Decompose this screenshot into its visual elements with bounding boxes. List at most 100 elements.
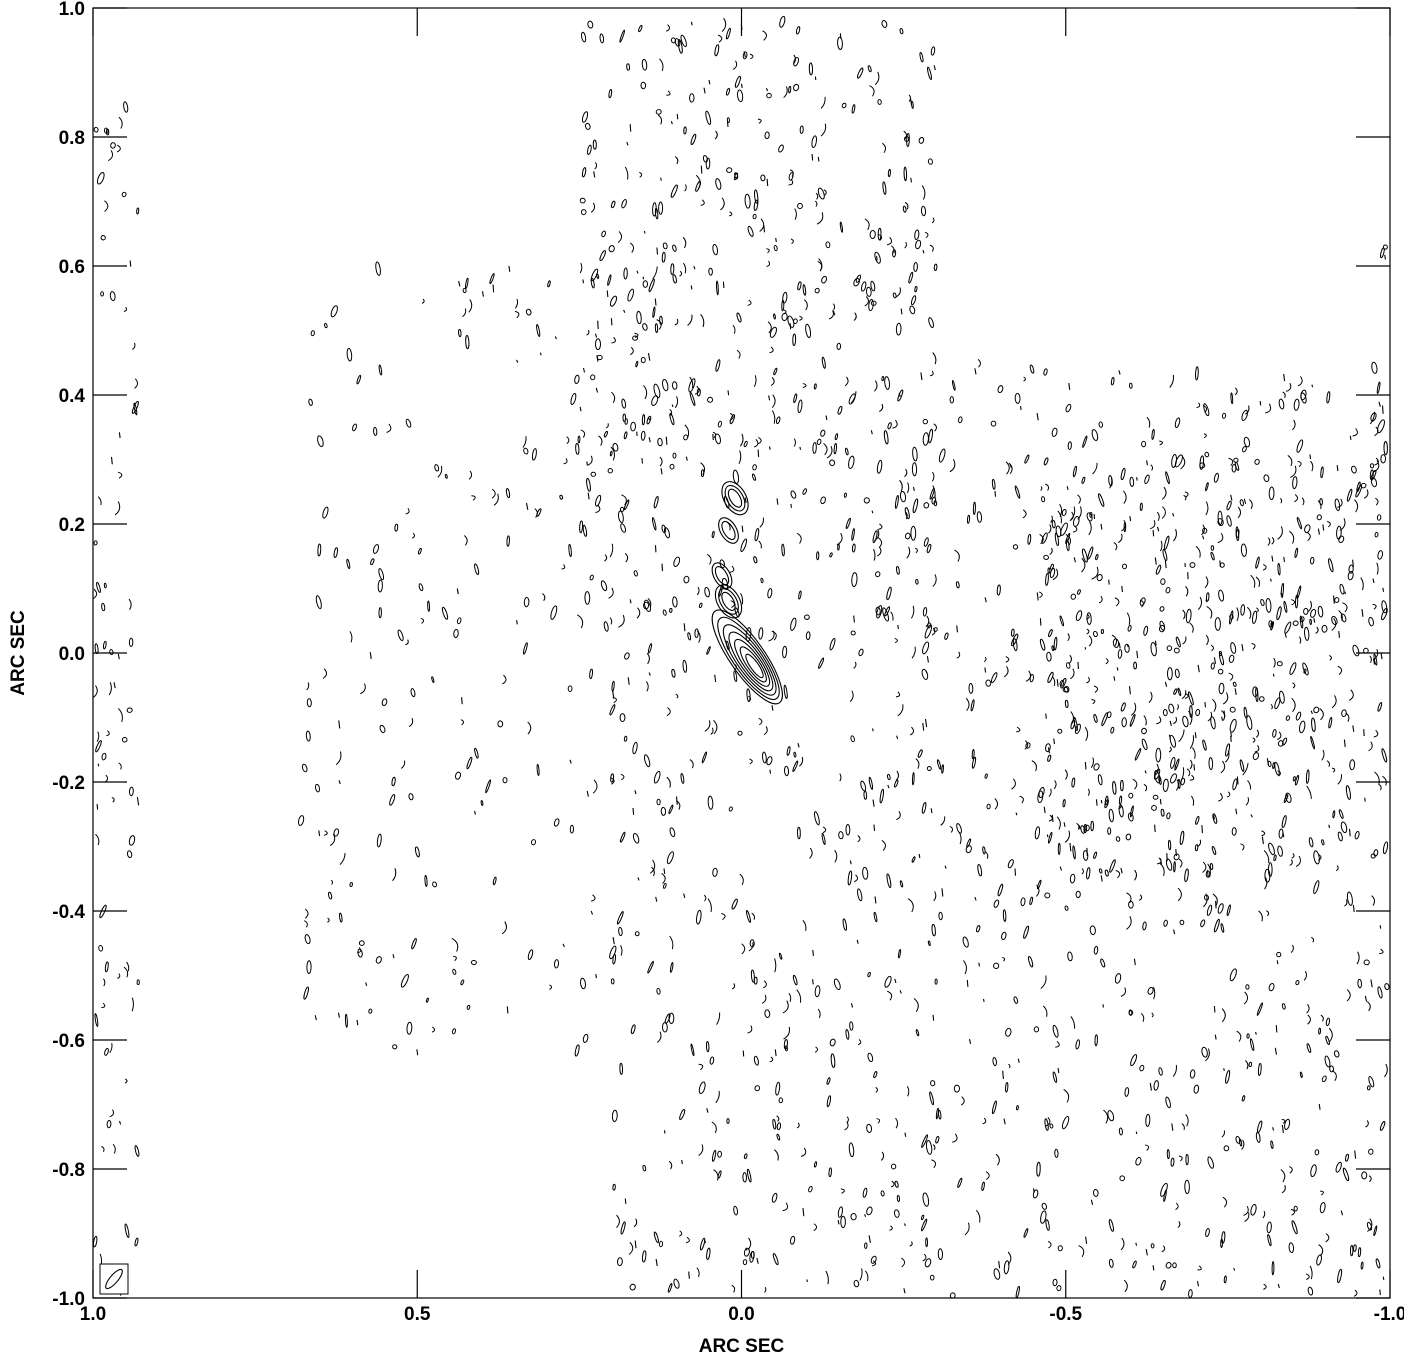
noise-contour — [1048, 788, 1052, 797]
noise-contour — [913, 262, 918, 272]
noise-contour — [92, 685, 98, 698]
noise-contour — [1160, 808, 1165, 817]
noise-contour — [646, 652, 650, 665]
noise-contour — [1014, 868, 1017, 876]
noise-contour — [586, 790, 589, 797]
noise-contour — [1377, 550, 1384, 560]
noise-contour — [451, 938, 459, 952]
noise-contour — [866, 1123, 873, 1133]
noise-contour — [833, 442, 837, 455]
noise-contour — [814, 1046, 818, 1053]
noise-contour — [1276, 661, 1283, 667]
noise-contour — [1254, 458, 1260, 465]
noise-contour — [1252, 752, 1260, 761]
noise-contour — [1220, 760, 1226, 774]
noise-contour — [1375, 497, 1379, 506]
noise-contour — [1213, 815, 1215, 820]
noise-contour — [394, 523, 399, 532]
noise-contour — [411, 938, 417, 950]
noise-contour — [976, 925, 981, 933]
noise-contour — [1126, 612, 1131, 626]
noise-contour — [1056, 1285, 1062, 1292]
noise-contour — [1184, 1179, 1190, 1195]
noise-contour — [1013, 996, 1019, 1004]
noise-contour — [669, 412, 675, 426]
noise-contour — [1205, 501, 1209, 516]
noise-contour — [1100, 875, 1103, 882]
noise-contour — [420, 617, 425, 624]
noise-contour — [1059, 615, 1065, 627]
jet-knot-contour — [714, 584, 743, 619]
noise-contour — [844, 376, 849, 387]
noise-contour — [670, 121, 673, 125]
noise-contour — [1129, 476, 1135, 487]
noise-contour — [811, 135, 818, 149]
noise-contour — [104, 961, 109, 973]
noise-contour — [871, 728, 874, 732]
noise-contour — [1088, 635, 1093, 647]
noise-contour — [1220, 1238, 1224, 1248]
noise-contour — [1091, 699, 1096, 705]
noise-contour — [1203, 894, 1210, 901]
noise-contour — [1215, 900, 1217, 909]
noise-contour — [1325, 1233, 1330, 1243]
noise-contour — [460, 979, 465, 986]
noise-contour — [117, 653, 120, 660]
noise-contour — [761, 994, 767, 1004]
noise-contour — [985, 1171, 990, 1180]
noise-contour — [783, 309, 787, 315]
noise-contour — [906, 546, 911, 559]
noise-contour — [1081, 548, 1088, 563]
noise-contour — [817, 187, 825, 200]
noise-contour — [894, 494, 899, 509]
noise-contour — [758, 627, 764, 640]
noise-contour — [1047, 567, 1051, 574]
noise-contour — [1009, 464, 1012, 468]
noise-contour — [895, 287, 901, 298]
noise-contour — [1309, 1265, 1313, 1280]
noise-contour — [778, 144, 784, 153]
noise-contour — [100, 291, 105, 297]
noise-contour — [646, 415, 652, 425]
noise-contour — [1043, 806, 1046, 814]
noise-contour — [930, 808, 933, 814]
noise-contour — [1015, 1105, 1019, 1111]
noise-contour — [845, 517, 851, 529]
noise-contour — [1002, 1070, 1004, 1080]
noise-contour — [865, 286, 872, 297]
noise-contour — [741, 525, 744, 533]
noise-contour — [431, 676, 435, 684]
jet-knot-contour — [721, 520, 736, 541]
noise-contour — [899, 490, 907, 503]
noise-contour — [1239, 759, 1245, 772]
noise-contour — [1045, 713, 1047, 719]
noise-contour — [1321, 839, 1325, 846]
noise-contour — [929, 1091, 934, 1106]
noise-contour — [126, 707, 133, 713]
noise-contour — [582, 279, 585, 284]
noise-contour — [123, 966, 129, 978]
noise-contour — [109, 291, 116, 302]
noise-contour — [1244, 1212, 1250, 1222]
noise-contour — [1154, 557, 1157, 565]
noise-contour — [1119, 1175, 1126, 1182]
noise-contour — [713, 1169, 719, 1181]
noise-contour — [793, 751, 797, 758]
noise-contour — [1053, 636, 1058, 651]
noise-contour — [870, 300, 877, 306]
noise-contour — [671, 381, 678, 390]
noise-contour — [741, 943, 746, 955]
noise-contour — [700, 165, 703, 174]
noise-contour — [1283, 556, 1286, 562]
noise-contour — [982, 846, 986, 855]
noise-contour — [111, 796, 115, 803]
noise-contour — [812, 949, 814, 956]
noise-contour — [1201, 1046, 1208, 1058]
noise-contour — [1047, 1240, 1052, 1249]
noise-contour — [1305, 769, 1310, 784]
noise-contour — [1174, 417, 1181, 428]
noise-contour — [725, 87, 731, 96]
noise-contour — [627, 677, 630, 685]
noise-contour — [1226, 791, 1231, 798]
noise-contour — [624, 166, 629, 180]
